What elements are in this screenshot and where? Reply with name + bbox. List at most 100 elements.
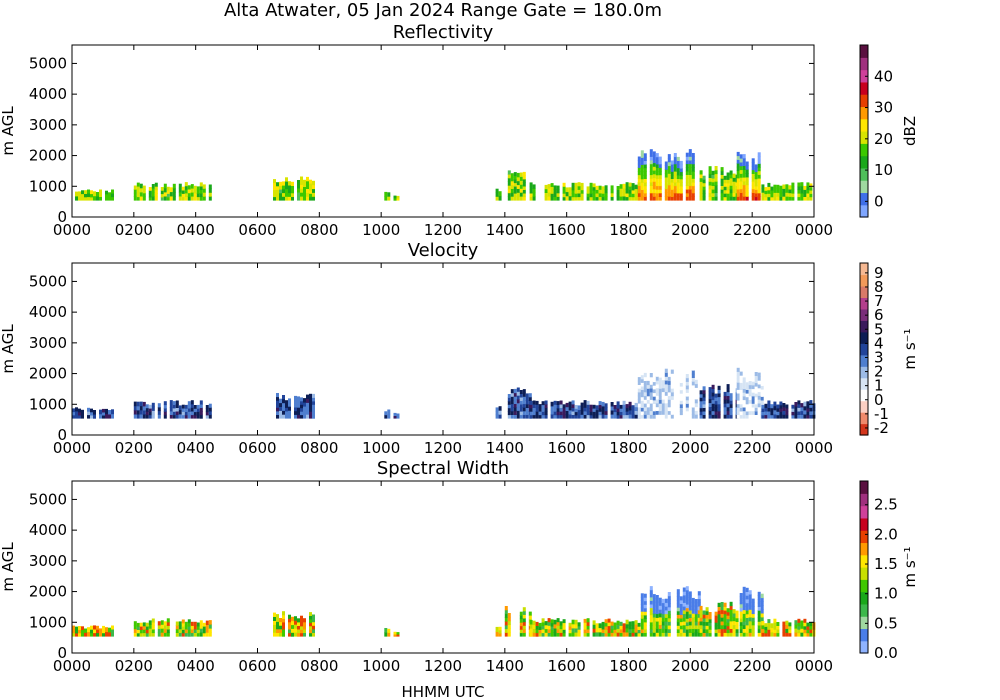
data-cell bbox=[157, 632, 161, 637]
data-cell bbox=[568, 632, 572, 637]
data-cell bbox=[279, 192, 282, 197]
data-cell bbox=[667, 603, 671, 608]
data-cell bbox=[739, 192, 743, 197]
data-cell bbox=[285, 188, 288, 193]
data-cell bbox=[658, 609, 662, 614]
data-cell bbox=[685, 611, 689, 616]
data-cell bbox=[196, 411, 200, 416]
data-cell bbox=[757, 625, 761, 630]
data-cell bbox=[673, 185, 677, 190]
data-cell bbox=[148, 404, 152, 409]
data-cell bbox=[708, 629, 712, 634]
data-cell bbox=[519, 192, 523, 197]
data-cell bbox=[142, 410, 146, 415]
data-cell bbox=[729, 177, 733, 183]
data-cell bbox=[562, 632, 566, 637]
data-cell bbox=[655, 387, 659, 392]
data-cell bbox=[544, 196, 548, 201]
data-cell bbox=[717, 628, 721, 633]
data-cell bbox=[726, 608, 730, 613]
data-cell bbox=[720, 621, 724, 626]
data-cell bbox=[495, 192, 499, 197]
data-cell bbox=[751, 624, 755, 630]
data-cell bbox=[574, 182, 578, 187]
data-cell bbox=[723, 606, 727, 611]
data-cell bbox=[598, 192, 602, 197]
data-cell bbox=[667, 177, 671, 182]
data-cell bbox=[519, 184, 523, 189]
data-cell bbox=[634, 628, 638, 633]
data-cell bbox=[711, 403, 715, 408]
data-cell bbox=[770, 627, 774, 633]
data-cell bbox=[764, 190, 768, 195]
data-cell bbox=[699, 411, 703, 416]
data-cell bbox=[767, 407, 771, 412]
data-cell bbox=[556, 192, 560, 197]
data-cell bbox=[764, 411, 768, 416]
data-cell bbox=[190, 407, 194, 412]
data-cell bbox=[580, 410, 584, 415]
data-cell bbox=[673, 178, 677, 183]
data-cell bbox=[595, 196, 599, 201]
data-cell bbox=[643, 600, 647, 605]
data-cell bbox=[75, 414, 78, 419]
data-cell bbox=[679, 411, 683, 416]
data-cell bbox=[791, 414, 795, 419]
data-cell bbox=[717, 613, 721, 619]
data-cell bbox=[592, 411, 596, 416]
data-cell bbox=[708, 615, 712, 620]
colorbar-tick-label: 20 bbox=[874, 130, 893, 148]
data-cell bbox=[619, 192, 623, 197]
data-cell bbox=[745, 396, 749, 401]
data-cell bbox=[574, 628, 578, 633]
data-cell bbox=[720, 609, 724, 614]
data-cell bbox=[562, 629, 566, 634]
data-cell bbox=[643, 167, 647, 172]
data-cell bbox=[145, 414, 149, 419]
data-cell bbox=[516, 395, 520, 400]
data-cell bbox=[303, 410, 306, 415]
data-cell bbox=[748, 410, 752, 415]
data-cell bbox=[72, 632, 75, 637]
data-cell bbox=[108, 192, 111, 197]
data-cell bbox=[196, 625, 200, 630]
data-cell bbox=[649, 380, 653, 385]
data-cell bbox=[670, 388, 674, 393]
data-cell bbox=[622, 627, 626, 633]
data-cell bbox=[291, 620, 294, 626]
data-cell bbox=[655, 391, 659, 396]
data-cell bbox=[640, 632, 644, 637]
data-cell bbox=[169, 410, 173, 415]
data-cell bbox=[809, 629, 813, 634]
data-cell bbox=[729, 174, 733, 179]
data-cell bbox=[785, 628, 789, 633]
data-cell bbox=[705, 607, 709, 612]
data-cell bbox=[720, 632, 724, 637]
data-cell bbox=[655, 156, 659, 161]
data-cell bbox=[616, 401, 620, 406]
data-cell bbox=[739, 184, 743, 190]
data-cell bbox=[640, 168, 644, 173]
data-cell bbox=[726, 615, 730, 620]
data-cell bbox=[622, 411, 626, 416]
data-cell bbox=[800, 193, 804, 198]
data-cell bbox=[199, 407, 203, 412]
data-cell bbox=[679, 382, 683, 387]
data-cell bbox=[732, 177, 736, 182]
data-cell bbox=[652, 381, 656, 386]
data-cell bbox=[169, 414, 173, 419]
data-cell bbox=[717, 396, 721, 401]
data-cell bbox=[553, 196, 557, 201]
data-cell bbox=[193, 621, 197, 626]
data-cell bbox=[208, 628, 212, 633]
data-cell bbox=[643, 153, 647, 158]
data-cell bbox=[516, 184, 520, 189]
data-cell bbox=[619, 625, 623, 630]
data-cell bbox=[276, 625, 279, 630]
data-cell bbox=[592, 632, 596, 637]
x-tick-label: 0200 bbox=[115, 439, 153, 457]
data-cell bbox=[199, 632, 203, 637]
data-cell bbox=[640, 189, 644, 194]
data-cell bbox=[148, 628, 152, 633]
data-cell bbox=[726, 182, 730, 187]
